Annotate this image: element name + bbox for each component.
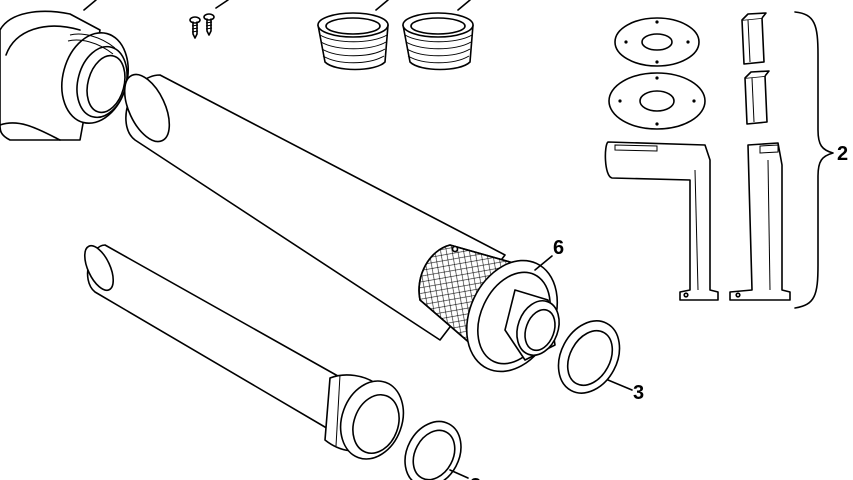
wall-rosette-bottom xyxy=(608,72,706,130)
inner-pipe xyxy=(83,244,405,460)
threaded-coupling-right xyxy=(402,0,474,71)
outer-pipe-with-terminal xyxy=(123,73,560,373)
clip-bottom xyxy=(744,70,770,125)
screws xyxy=(189,0,229,39)
seal-ring-lower xyxy=(404,420,469,480)
seal-ring-upper xyxy=(557,320,633,394)
wall-rosette-top xyxy=(614,17,700,67)
clip-top xyxy=(741,12,767,65)
callout-3-upper: 3 xyxy=(633,382,644,404)
bracket-right xyxy=(729,142,791,301)
bracket-left xyxy=(604,141,719,301)
callout-6: 6 xyxy=(553,237,564,259)
callout-3-lower: 3 xyxy=(470,475,481,480)
callout-2: 2 xyxy=(837,143,848,165)
elbow-fitting xyxy=(0,0,129,141)
kit-brace xyxy=(794,11,834,309)
threaded-coupling-left xyxy=(317,0,389,71)
